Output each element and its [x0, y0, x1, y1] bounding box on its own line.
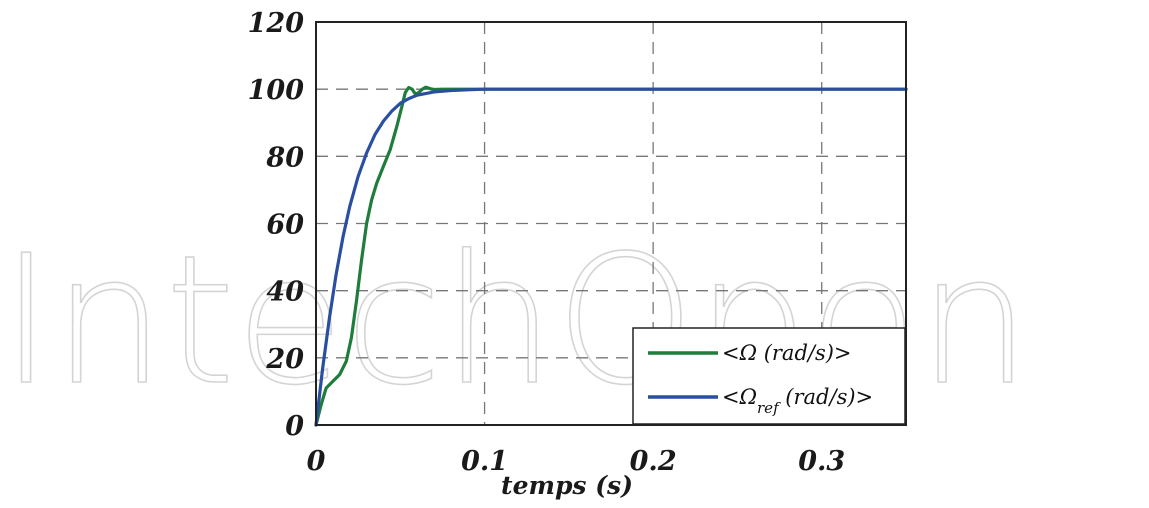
- legend-suffix: (rad/s)>: [757, 341, 852, 365]
- x-tick-label: 0.2: [630, 446, 677, 477]
- legend-prefix: <Ω: [722, 341, 757, 365]
- tick-labels: 0 20 40 60 80 100 120 0 0.1 0.2 0.3: [248, 8, 846, 477]
- y-tick-label: 80: [265, 142, 304, 173]
- y-tick-label: 0: [285, 411, 304, 442]
- series-lines: [314, 85, 908, 427]
- legend-prefix: <Ω: [722, 385, 757, 409]
- y-tick-label: 100: [248, 75, 305, 106]
- x-tick-label: 0: [307, 446, 326, 477]
- y-tick-label: 120: [248, 8, 305, 39]
- y-tick-label: 20: [265, 344, 304, 375]
- legend-entry-0: <Ω (rad/s)>: [722, 341, 852, 365]
- legend: <Ω (rad/s)><Ωref (rad/s)>: [632, 327, 906, 425]
- y-tick-label: 40: [266, 277, 304, 308]
- legend-suffix: (rad/s)>: [779, 385, 874, 409]
- legend-subscript: ref: [757, 399, 781, 417]
- x-tick-label: 0.1: [461, 446, 508, 477]
- legend-box: [632, 327, 906, 425]
- x-tick-label: 0.3: [798, 446, 845, 477]
- series-line-1: [314, 87, 908, 427]
- legend-entry-1: <Ωref (rad/s)>: [722, 385, 873, 417]
- y-tick-label: 60: [266, 210, 304, 241]
- plot-frame: [315, 21, 907, 426]
- x-axis-label: temps (s): [501, 471, 633, 500]
